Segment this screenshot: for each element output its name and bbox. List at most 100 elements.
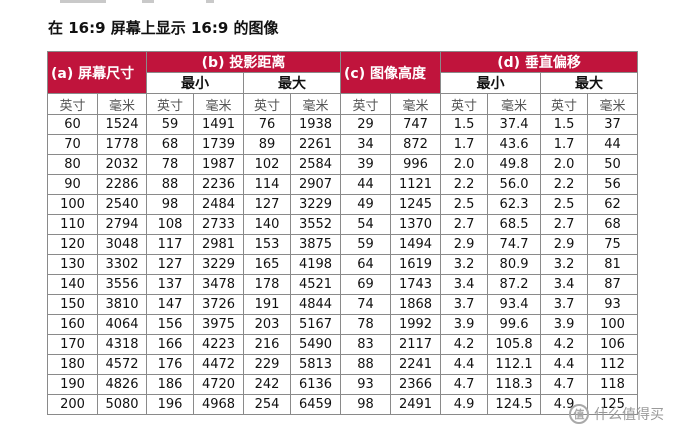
subheader-distance-max: 最大: [242, 72, 342, 94]
table-cell: 3302: [97, 254, 147, 275]
table-cell: 156: [146, 314, 194, 335]
table-cell: 2032: [97, 154, 147, 175]
table-cell: 2.9: [540, 234, 589, 255]
table-cell: 4.7: [440, 374, 489, 395]
table-cell: 2286: [97, 174, 147, 195]
table-cell: 216: [243, 334, 291, 355]
unit-label: 毫米: [487, 93, 542, 115]
table-cell: 3.7: [540, 294, 589, 315]
table-cell: 64: [340, 254, 392, 275]
table-cell: 165: [243, 254, 291, 275]
table-cell: 176: [146, 354, 194, 375]
table-row: 140 3556 137 3478 178 4521 69 1743 3.4 87.2 3.4 87: [47, 274, 639, 295]
table-cell: 150: [47, 294, 98, 315]
table-cell: 74: [340, 294, 392, 315]
table-cell: 2.7: [440, 214, 489, 235]
subheader-row: 最小 最大 最小 最大: [48, 72, 639, 94]
table-cell: 6459: [289, 394, 342, 415]
table-cell: 127: [146, 254, 194, 275]
table-cell: 44: [340, 174, 392, 195]
value-icon: 值: [569, 404, 589, 424]
table-cell: 5080: [97, 394, 147, 415]
table-cell: 4198: [289, 254, 342, 275]
table-cell: 2.0: [440, 154, 489, 175]
table-cell: 62: [587, 194, 639, 215]
table-cell: 5490: [289, 334, 342, 355]
table-cell: 137: [146, 274, 194, 295]
table-cell: 49.8: [487, 154, 542, 175]
table-cell: 3.2: [440, 254, 489, 275]
table-cell: 147: [146, 294, 194, 315]
table-cell: 68: [587, 214, 639, 235]
table-cell: 59: [146, 114, 194, 135]
table-cell: 100: [47, 194, 98, 215]
table-cell: 1778: [97, 134, 147, 155]
table-cell: 39: [340, 154, 392, 175]
unit-label: 毫米: [193, 93, 244, 115]
table-cell: 1739: [193, 134, 244, 155]
group-header-image-height: (c) 图像高度: [340, 51, 442, 94]
table-cell: 140: [47, 274, 98, 295]
table-cell: 3.7: [440, 294, 489, 315]
table-cell: 1.7: [540, 134, 589, 155]
table-cell: 2907: [289, 174, 342, 195]
unit-label: 英寸: [540, 93, 589, 115]
table-cell: 1987: [193, 154, 244, 175]
table-cell: 4472: [193, 354, 244, 375]
table-cell: 50: [587, 154, 639, 175]
table-cell: 2.7: [540, 214, 589, 235]
table-cell: 90: [47, 174, 98, 195]
subheader-offset-max: 最大: [540, 72, 639, 94]
table-cell: 2261: [289, 134, 342, 155]
table-cell: 127: [243, 194, 291, 215]
table-row: 180 4572 176 4472 229 5813 88 2241 4.4 112.1 4.4 11…: [47, 354, 639, 375]
table-cell: 78: [340, 314, 392, 335]
table-cell: 190: [47, 374, 98, 395]
unit-row: 英寸 毫米 英寸 毫米 英寸 毫米 英寸 毫米 英寸 毫米 英寸 毫米: [47, 93, 639, 115]
table-cell: 4521: [289, 274, 342, 295]
table-cell: 1868: [390, 294, 442, 315]
table-cell: 254: [243, 394, 291, 415]
table-cell: 2.0: [540, 154, 589, 175]
table-cell: 34: [340, 134, 392, 155]
table-cell: 4968: [193, 394, 244, 415]
table-cell: 110: [47, 214, 98, 235]
table-cell: 81: [587, 254, 639, 275]
table-cell: 3875: [289, 234, 342, 255]
table-cell: 108: [146, 214, 194, 235]
table-cell: 2.9: [440, 234, 489, 255]
table-cell: 4826: [97, 374, 147, 395]
table-cell: 2241: [390, 354, 442, 375]
table-cell: 4.4: [540, 354, 589, 375]
unit-label: 英寸: [146, 93, 194, 115]
table-cell: 118: [587, 374, 639, 395]
watermark: 值 什么值得买: [569, 404, 664, 424]
table-row: 120 3048 117 2981 153 3875 59 1494 2.9 74.7 2.9 75: [47, 234, 639, 255]
table-cell: 120: [47, 234, 98, 255]
page-title: 在 16:9 屏幕上显示 16:9 的图像: [48, 19, 279, 37]
table-cell: 49: [340, 194, 392, 215]
table-cell: 29: [340, 114, 392, 135]
table-cell: 37.4: [487, 114, 542, 135]
table-cell: 4.7: [540, 374, 589, 395]
table-row: 150 3810 147 3726 191 4844 74 1868 3.7 93.4 3.7 93: [47, 294, 639, 315]
unit-label: 毫米: [289, 93, 342, 115]
table-cell: 180: [47, 354, 98, 375]
table-cell: 1245: [390, 194, 442, 215]
table-row: 170 4318 166 4223 216 5490 83 2117 4.2 105.8 4.2 10…: [47, 334, 639, 355]
table-cell: 75: [587, 234, 639, 255]
table-cell: 112: [587, 354, 639, 375]
table-cell: 4064: [97, 314, 147, 335]
table-cell: 4844: [289, 294, 342, 315]
table-cell: 2981: [193, 234, 244, 255]
table-cell: 200: [47, 394, 98, 415]
table-cell: 3552: [289, 214, 342, 235]
projection-spec-table: (a) 屏幕尺寸 (b) 投影距离 (c) 图像高度 (d) 垂直偏移 最小 最…: [47, 51, 639, 415]
unit-label: 毫米: [390, 93, 442, 115]
group-header-vertical-offset: (d) 垂直偏移: [440, 51, 639, 73]
table-cell: 43.6: [487, 134, 542, 155]
table-cell: 98: [340, 394, 392, 415]
table-cell: 3726: [193, 294, 244, 315]
table-cell: 3478: [193, 274, 244, 295]
table-cell: 242: [243, 374, 291, 395]
